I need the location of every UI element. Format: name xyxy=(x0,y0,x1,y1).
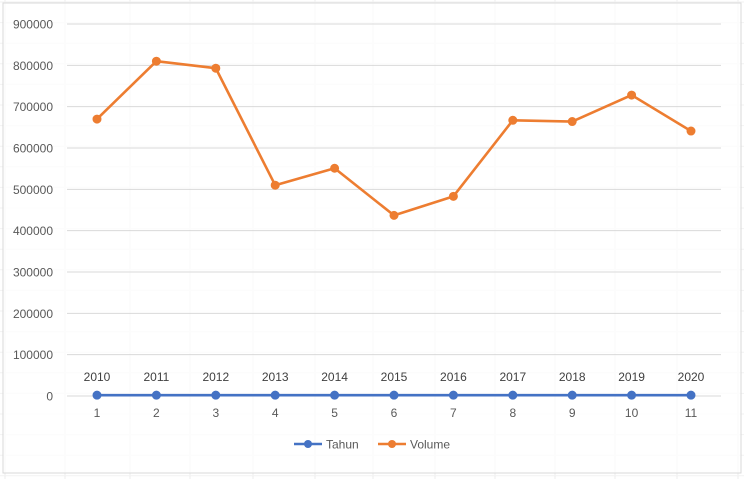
x-tick-label: 7 xyxy=(450,406,457,420)
y-tick-label: 300000 xyxy=(13,266,53,280)
data-label: 2011 xyxy=(143,370,169,384)
data-point-volume xyxy=(449,192,457,200)
data-point-tahun xyxy=(568,391,576,399)
data-point-volume xyxy=(212,64,220,72)
y-tick-label: 800000 xyxy=(13,59,53,73)
data-label: 2018 xyxy=(559,370,586,384)
data-point-tahun xyxy=(152,391,160,399)
y-tick-label: 700000 xyxy=(13,100,53,114)
data-label: 2013 xyxy=(262,370,289,384)
data-point-volume xyxy=(271,181,279,189)
data-point-tahun xyxy=(449,391,457,399)
data-point-tahun xyxy=(212,391,220,399)
y-tick-label: 0 xyxy=(46,390,53,404)
data-label: 2012 xyxy=(202,370,229,384)
data-label: 2017 xyxy=(499,370,526,384)
x-tick-label: 2 xyxy=(153,406,160,420)
x-tick-label: 4 xyxy=(272,406,279,420)
data-label: 2016 xyxy=(440,370,467,384)
data-point-tahun xyxy=(628,391,636,399)
x-tick-label: 11 xyxy=(685,406,698,420)
y-tick-label: 900000 xyxy=(13,18,53,32)
y-tick-label: 400000 xyxy=(13,224,53,238)
data-point-volume xyxy=(331,164,339,172)
x-tick-label: 3 xyxy=(212,406,219,420)
legend-label: Tahun xyxy=(326,438,359,452)
data-point-tahun xyxy=(509,391,517,399)
data-point-volume xyxy=(152,57,160,65)
data-point-tahun xyxy=(331,391,339,399)
x-tick-label: 1 xyxy=(94,406,101,420)
data-point-tahun xyxy=(687,391,695,399)
data-label: 2015 xyxy=(381,370,408,384)
data-label: 2014 xyxy=(321,370,348,384)
data-label: 2010 xyxy=(84,370,111,384)
data-point-tahun xyxy=(390,391,398,399)
x-tick-label: 6 xyxy=(391,406,398,420)
data-point-volume xyxy=(93,115,101,123)
y-tick-label: 200000 xyxy=(13,307,53,321)
data-point-volume xyxy=(390,211,398,219)
data-point-tahun xyxy=(271,391,279,399)
data-point-volume xyxy=(628,91,636,99)
legend-marker-icon xyxy=(388,440,396,448)
x-tick-label: 5 xyxy=(331,406,338,420)
data-point-volume xyxy=(509,116,517,124)
legend-marker-icon xyxy=(304,440,312,448)
x-tick-label: 8 xyxy=(509,406,516,420)
data-point-volume xyxy=(568,118,576,126)
data-point-tahun xyxy=(93,391,101,399)
y-tick-label: 600000 xyxy=(13,142,53,156)
x-tick-label: 9 xyxy=(569,406,576,420)
legend-label: Volume xyxy=(410,438,450,452)
chart-area xyxy=(3,3,741,473)
x-tick-label: 10 xyxy=(625,406,639,420)
data-label: 2020 xyxy=(678,370,705,384)
data-point-volume xyxy=(687,127,695,135)
y-tick-label: 100000 xyxy=(13,348,53,362)
y-tick-label: 500000 xyxy=(13,183,53,197)
data-label: 2019 xyxy=(618,370,645,384)
